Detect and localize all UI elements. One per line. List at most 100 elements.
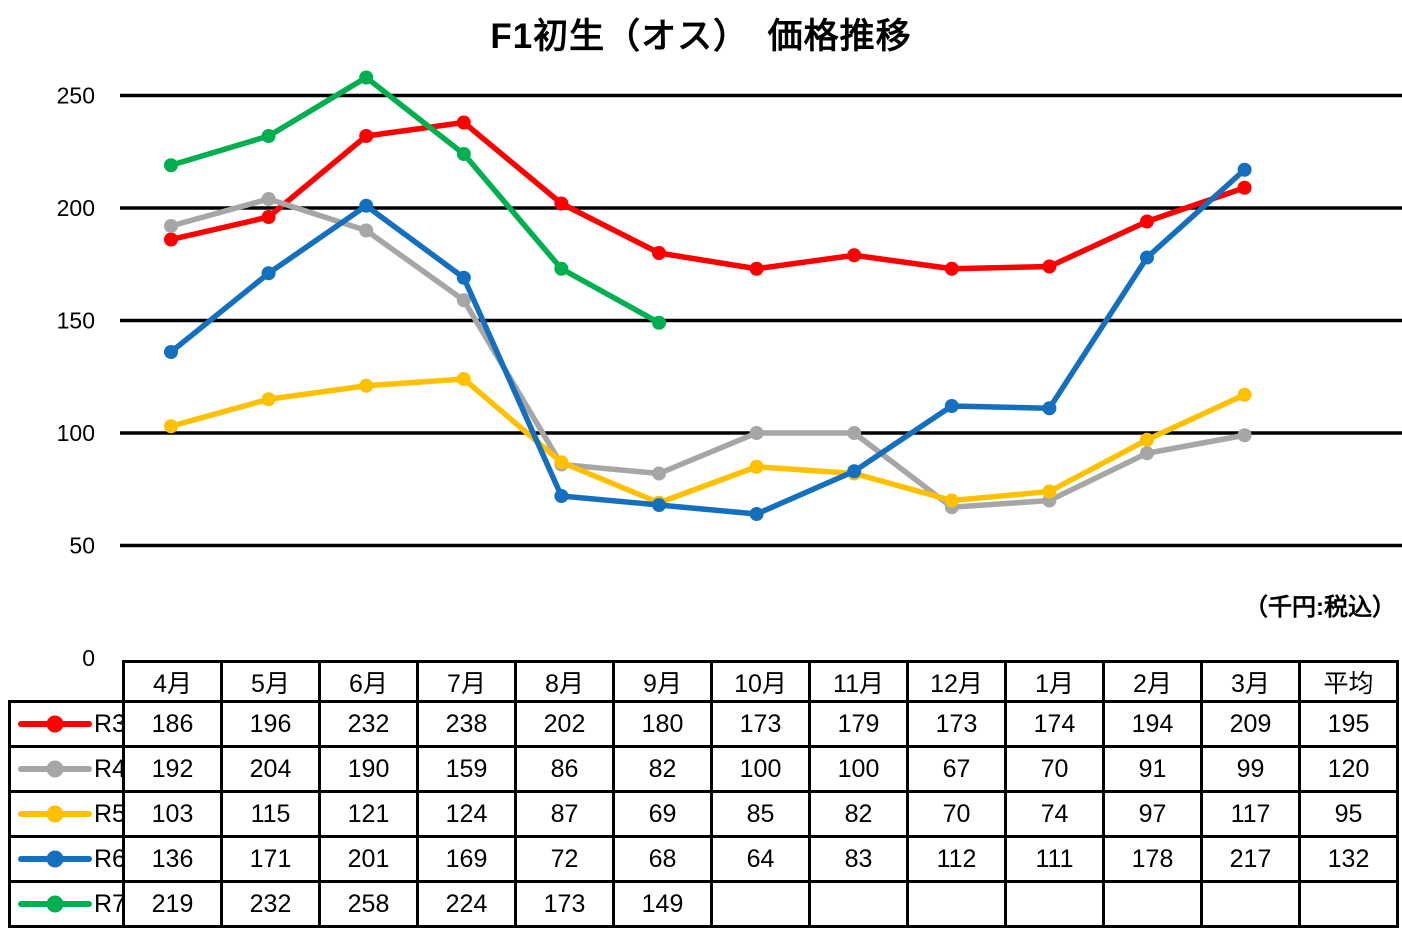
column-header-4月: 4月: [122, 660, 223, 703]
cell-R4-6月: 190: [318, 745, 419, 793]
data-point-R6-1月: [1042, 401, 1057, 416]
series-line-R7: [168, 74, 662, 326]
column-header-9月: 9月: [612, 660, 713, 703]
data-point-R4-5月: [261, 192, 276, 206]
cell-R5-10月: 85: [710, 790, 811, 838]
cell-R7-4月: 219: [122, 880, 223, 928]
legend-label: R6: [94, 844, 124, 873]
data-point-R7-5月: [261, 129, 276, 143]
data-point-R3-1月: [1042, 259, 1057, 274]
data-point-R6-9月: [652, 498, 666, 512]
data-point-R4-7月: [456, 293, 471, 308]
cell-R4-7月: 159: [416, 745, 517, 793]
cell-R3-average: 195: [1298, 700, 1399, 748]
cell-R7-11月: [808, 880, 909, 928]
data-point-R6-6月: [359, 198, 374, 213]
data-point-R7-8月: [554, 261, 569, 276]
cell-R3-6月: 232: [318, 700, 419, 748]
cell-R6-average: 132: [1298, 835, 1399, 883]
cell-R3-2月: 194: [1102, 700, 1203, 748]
cell-R7-12月: [906, 880, 1007, 928]
data-point-R5-7月: [456, 372, 471, 386]
series-line-R4: [168, 196, 1248, 510]
cell-R4-9月: 82: [612, 745, 713, 793]
column-header-3月: 3月: [1200, 660, 1301, 703]
cell-R5-8月: 87: [514, 790, 615, 838]
cell-R5-1月: 74: [1004, 790, 1105, 838]
cell-R7-2月: [1102, 880, 1203, 928]
column-header-12月: 12月: [906, 660, 1007, 703]
cell-R6-11月: 83: [808, 835, 909, 883]
row-header-R5: R5: [8, 790, 125, 838]
cell-R5-4月: 103: [122, 790, 223, 838]
cell-R7-7月: 224: [416, 880, 517, 928]
data-point-R5-10月: [749, 459, 764, 474]
data-point-R6-5月: [261, 266, 276, 281]
data-point-R7-7月: [456, 147, 471, 161]
data-point-R3-6月: [359, 129, 374, 143]
legend-label: R3: [94, 709, 124, 738]
cell-R7-8月: 173: [514, 880, 615, 928]
cell-R6-7月: 169: [416, 835, 517, 883]
legend-key-icon-R7: [18, 895, 92, 913]
data-point-R3-4月: [164, 232, 178, 247]
unit-note: （千円:税込）: [1244, 594, 1396, 621]
data-point-R3-3月: [1237, 180, 1252, 195]
data-point-R5-3月: [1237, 387, 1252, 402]
column-header-5月: 5月: [220, 660, 321, 703]
cell-R5-5月: 115: [220, 790, 321, 838]
cell-R4-2月: 91: [1102, 745, 1203, 793]
y-axis-tick-label: 50: [69, 533, 95, 559]
cell-R6-3月: 217: [1200, 835, 1301, 883]
column-header-1月: 1月: [1004, 660, 1105, 703]
data-point-R7-6月: [359, 70, 374, 85]
row-header-R7: R7: [8, 880, 125, 928]
cell-R4-5月: 204: [220, 745, 321, 793]
cell-R5-3月: 117: [1200, 790, 1301, 838]
cell-R5-9月: 69: [612, 790, 713, 838]
data-point-R3-2月: [1140, 214, 1154, 229]
cell-R6-1月: 111: [1004, 835, 1105, 883]
table-row-R6: R6 136 171 201 169 72 68 64 83 112 111 178 217 132: [8, 835, 1399, 883]
data-point-R4-3月: [1237, 428, 1252, 443]
legend-key-icon-R3: [18, 715, 92, 733]
data-point-R3-8月: [554, 196, 569, 211]
series-line-R6: [168, 167, 1248, 517]
cell-R3-5月: 196: [220, 700, 321, 748]
cell-R4-11月: 100: [808, 745, 909, 793]
data-point-R4-11月: [847, 426, 862, 440]
legend-key-icon-R4: [18, 760, 92, 778]
cell-R6-5月: 171: [220, 835, 321, 883]
cell-R3-3月: 209: [1200, 700, 1301, 748]
cell-R7-average: [1298, 880, 1399, 928]
data-point-R6-10月: [749, 507, 764, 521]
legend-key-icon-R5: [18, 805, 92, 823]
data-point-R4-2月: [1140, 446, 1154, 461]
cell-R4-12月: 67: [906, 745, 1007, 793]
cell-R5-11月: 82: [808, 790, 909, 838]
cell-R4-4月: 192: [122, 745, 223, 793]
data-point-R7-4月: [164, 158, 178, 173]
cell-R5-12月: 70: [906, 790, 1007, 838]
column-header-6月: 6月: [318, 660, 419, 703]
y-axis-tick-label: 150: [57, 308, 95, 334]
cell-R5-6月: 121: [318, 790, 419, 838]
cell-R3-7月: 238: [416, 700, 517, 748]
cell-R3-12月: 173: [906, 700, 1007, 748]
cell-R6-8月: 72: [514, 835, 615, 883]
cell-R7-9月: 149: [612, 880, 713, 928]
data-point-R6-7月: [456, 270, 471, 285]
data-point-R4-10月: [749, 426, 764, 440]
data-point-R3-10月: [749, 261, 764, 276]
cell-R6-2月: 178: [1102, 835, 1203, 883]
table-row-R3: R3 186 196 232 238 202 180 173 179 173 174 194 209 19…: [8, 700, 1399, 748]
table-body: R3 186 196 232 238 202 180 173 179 173 174 194 209 19…: [8, 700, 1399, 928]
data-point-R5-11月: [847, 466, 862, 481]
cell-R5-7月: 124: [416, 790, 517, 838]
data-point-R3-12月: [944, 261, 959, 276]
table-header-row: 4月 5月 6月 7月 8月 9月 10月 11月 12月 1月 2月 3月 平均: [10, 660, 1399, 703]
cell-R6-12月: 112: [906, 835, 1007, 883]
cell-R4-3月: 99: [1200, 745, 1301, 793]
data-point-R7-9月: [652, 315, 666, 330]
data-point-R5-4月: [164, 419, 178, 434]
